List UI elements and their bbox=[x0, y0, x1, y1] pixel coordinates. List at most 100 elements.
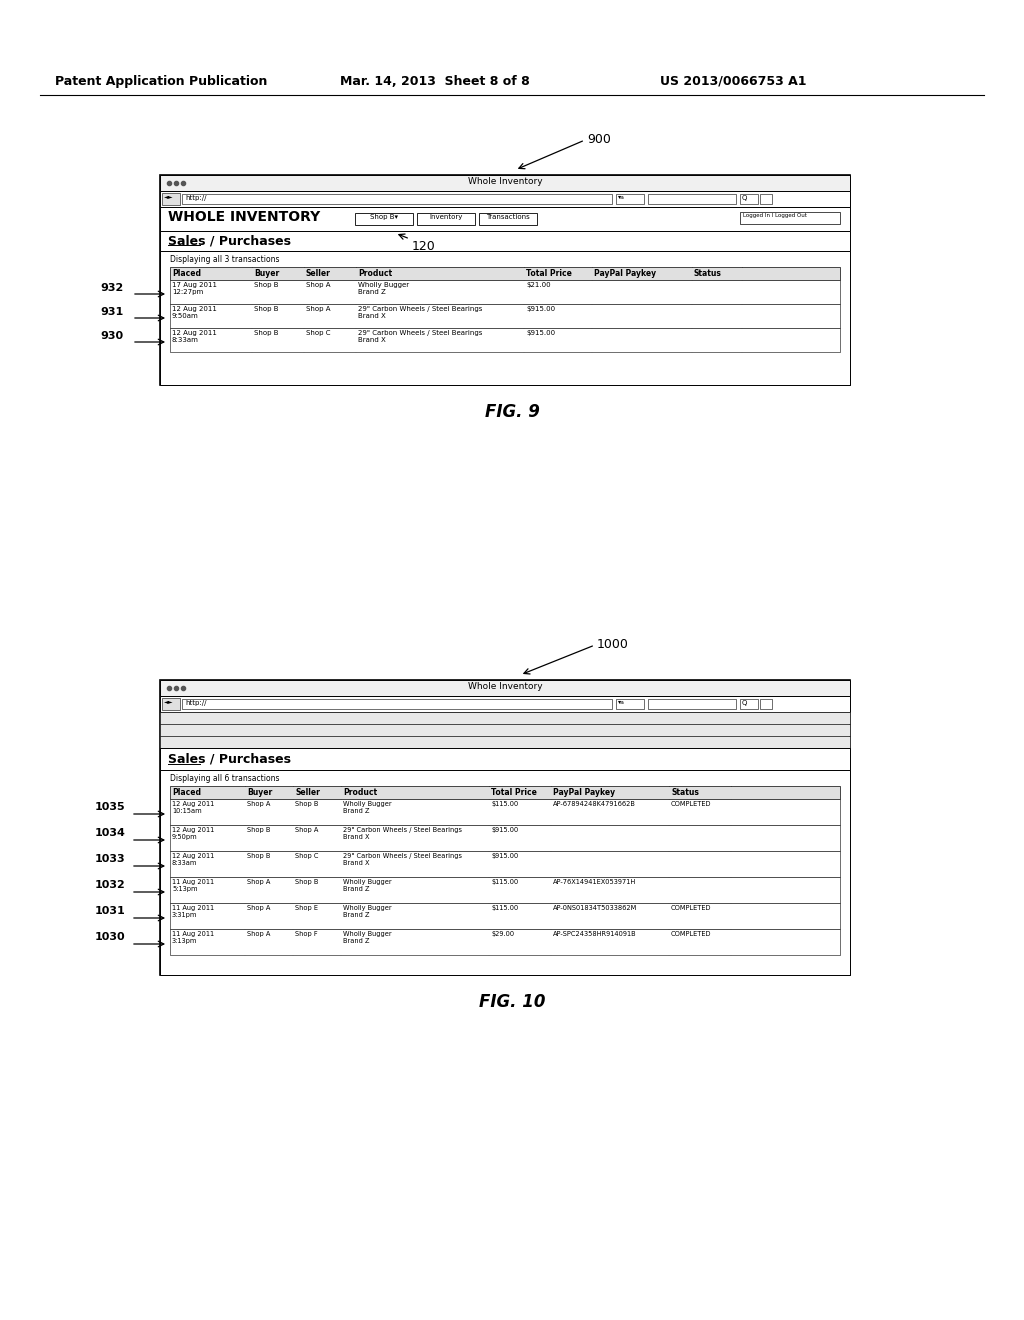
Bar bbox=[760, 700, 772, 709]
Text: AP-76X14941EX053971H: AP-76X14941EX053971H bbox=[553, 879, 636, 884]
Text: Shop E: Shop E bbox=[295, 906, 318, 911]
Text: Buyer: Buyer bbox=[254, 269, 280, 279]
Text: Shop A: Shop A bbox=[306, 282, 331, 288]
Bar bbox=[740, 213, 840, 224]
Text: Whole Inventory: Whole Inventory bbox=[468, 682, 543, 690]
Text: Shop F: Shop F bbox=[295, 931, 317, 937]
Bar bbox=[740, 700, 758, 709]
Text: Shop B: Shop B bbox=[295, 879, 318, 884]
Bar bbox=[160, 251, 850, 385]
Text: Wholly Bugger
Brand Z: Wholly Bugger Brand Z bbox=[343, 879, 391, 892]
Text: $115.00: $115.00 bbox=[490, 801, 518, 807]
Text: Placed: Placed bbox=[172, 788, 201, 797]
Text: Shop A: Shop A bbox=[247, 906, 270, 911]
Text: 12 Aug 2011
8:33am: 12 Aug 2011 8:33am bbox=[172, 330, 217, 343]
Text: WHOLE INVENTORY: WHOLE INVENTORY bbox=[168, 210, 321, 224]
Text: 120: 120 bbox=[412, 240, 436, 253]
Text: 11 Aug 2011
3:13pm: 11 Aug 2011 3:13pm bbox=[172, 931, 214, 944]
Text: Shop C: Shop C bbox=[306, 330, 331, 337]
Text: Shop B: Shop B bbox=[254, 306, 279, 312]
Text: 1032: 1032 bbox=[95, 880, 126, 890]
Bar bbox=[160, 231, 850, 251]
Text: AP-67894248K4791662B: AP-67894248K4791662B bbox=[553, 801, 636, 807]
Text: 29" Carbon Wheels / Steel Bearings
Brand X: 29" Carbon Wheels / Steel Bearings Brand… bbox=[358, 330, 482, 343]
Text: 1033: 1033 bbox=[95, 854, 126, 865]
Text: COMPLETED: COMPLETED bbox=[671, 931, 712, 937]
Text: Shop B: Shop B bbox=[254, 282, 279, 288]
Bar bbox=[170, 304, 840, 327]
Text: 1035: 1035 bbox=[95, 803, 126, 812]
Bar bbox=[740, 194, 758, 205]
Bar bbox=[160, 748, 850, 770]
Text: Total Price: Total Price bbox=[526, 269, 571, 279]
Text: US 2013/0066753 A1: US 2013/0066753 A1 bbox=[660, 75, 807, 88]
Bar bbox=[160, 737, 850, 748]
Text: Shop A: Shop A bbox=[247, 931, 270, 937]
Text: Logged In I Logged Out: Logged In I Logged Out bbox=[743, 213, 807, 218]
Text: Shop A: Shop A bbox=[295, 828, 318, 833]
Text: 900: 900 bbox=[587, 133, 611, 147]
Bar bbox=[170, 799, 840, 825]
Text: $115.00: $115.00 bbox=[490, 879, 518, 884]
Bar bbox=[160, 680, 850, 975]
Text: Shop B▾: Shop B▾ bbox=[370, 214, 398, 220]
Text: Displaying all 3 transactions: Displaying all 3 transactions bbox=[170, 255, 280, 264]
Text: 931: 931 bbox=[100, 308, 123, 317]
Text: Product: Product bbox=[343, 788, 377, 797]
Text: ▾a: ▾a bbox=[618, 700, 625, 705]
Text: 29" Carbon Wheels / Steel Bearings
Brand X: 29" Carbon Wheels / Steel Bearings Brand… bbox=[358, 306, 482, 319]
Bar bbox=[170, 825, 840, 851]
Text: 1031: 1031 bbox=[95, 906, 126, 916]
Bar bbox=[170, 267, 840, 280]
Text: Wholly Bugger
Brand Z: Wholly Bugger Brand Z bbox=[343, 906, 391, 917]
Text: FIG. 10: FIG. 10 bbox=[479, 993, 545, 1011]
Bar bbox=[160, 176, 850, 191]
Text: Seller: Seller bbox=[295, 788, 319, 797]
Text: Shop C: Shop C bbox=[295, 853, 318, 859]
Text: http://: http:// bbox=[185, 700, 207, 706]
Text: Product: Product bbox=[358, 269, 392, 279]
Bar bbox=[355, 213, 413, 224]
Text: $915.00: $915.00 bbox=[526, 306, 555, 312]
Bar bbox=[160, 191, 850, 207]
Bar bbox=[182, 700, 612, 709]
Bar bbox=[479, 213, 537, 224]
Bar bbox=[760, 194, 772, 205]
Text: $29.00: $29.00 bbox=[490, 931, 514, 937]
Text: 1030: 1030 bbox=[95, 932, 126, 942]
Bar bbox=[160, 696, 850, 711]
Text: Shop B: Shop B bbox=[295, 801, 318, 807]
Text: 1034: 1034 bbox=[95, 828, 126, 838]
Text: 932: 932 bbox=[100, 282, 123, 293]
Bar bbox=[170, 785, 840, 799]
Bar bbox=[182, 194, 612, 205]
Text: 12 Aug 2011
9:50am: 12 Aug 2011 9:50am bbox=[172, 306, 217, 319]
Bar bbox=[162, 193, 180, 205]
Bar bbox=[170, 280, 840, 304]
Bar bbox=[648, 194, 736, 205]
Text: Inventory: Inventory bbox=[429, 214, 463, 220]
Text: Transactions: Transactions bbox=[486, 214, 529, 220]
Text: 29" Carbon Wheels / Steel Bearings
Brand X: 29" Carbon Wheels / Steel Bearings Brand… bbox=[343, 853, 462, 866]
Text: Sales / Purchases: Sales / Purchases bbox=[168, 234, 291, 247]
Text: Buyer: Buyer bbox=[247, 788, 272, 797]
Bar bbox=[417, 213, 475, 224]
Text: Shop A: Shop A bbox=[247, 801, 270, 807]
Bar bbox=[170, 903, 840, 929]
Bar bbox=[162, 698, 180, 710]
Text: 12 Aug 2011
10:15am: 12 Aug 2011 10:15am bbox=[172, 801, 214, 814]
Text: Wholly Bugger
Brand Z: Wholly Bugger Brand Z bbox=[343, 931, 391, 944]
Text: ▾a: ▾a bbox=[618, 195, 625, 201]
Text: PayPal Paykey: PayPal Paykey bbox=[594, 269, 656, 279]
Text: Shop B: Shop B bbox=[254, 330, 279, 337]
Text: PayPal Paykey: PayPal Paykey bbox=[553, 788, 615, 797]
Text: FIG. 9: FIG. 9 bbox=[484, 403, 540, 421]
Text: 11 Aug 2011
5:13pm: 11 Aug 2011 5:13pm bbox=[172, 879, 214, 892]
Text: Q: Q bbox=[742, 700, 748, 706]
Text: Status: Status bbox=[694, 269, 722, 279]
Text: Patent Application Publication: Patent Application Publication bbox=[55, 75, 267, 88]
Text: ◄►: ◄► bbox=[164, 194, 173, 199]
Text: 1000: 1000 bbox=[597, 638, 629, 651]
Text: 930: 930 bbox=[100, 331, 123, 341]
Text: Sales / Purchases: Sales / Purchases bbox=[168, 752, 291, 766]
